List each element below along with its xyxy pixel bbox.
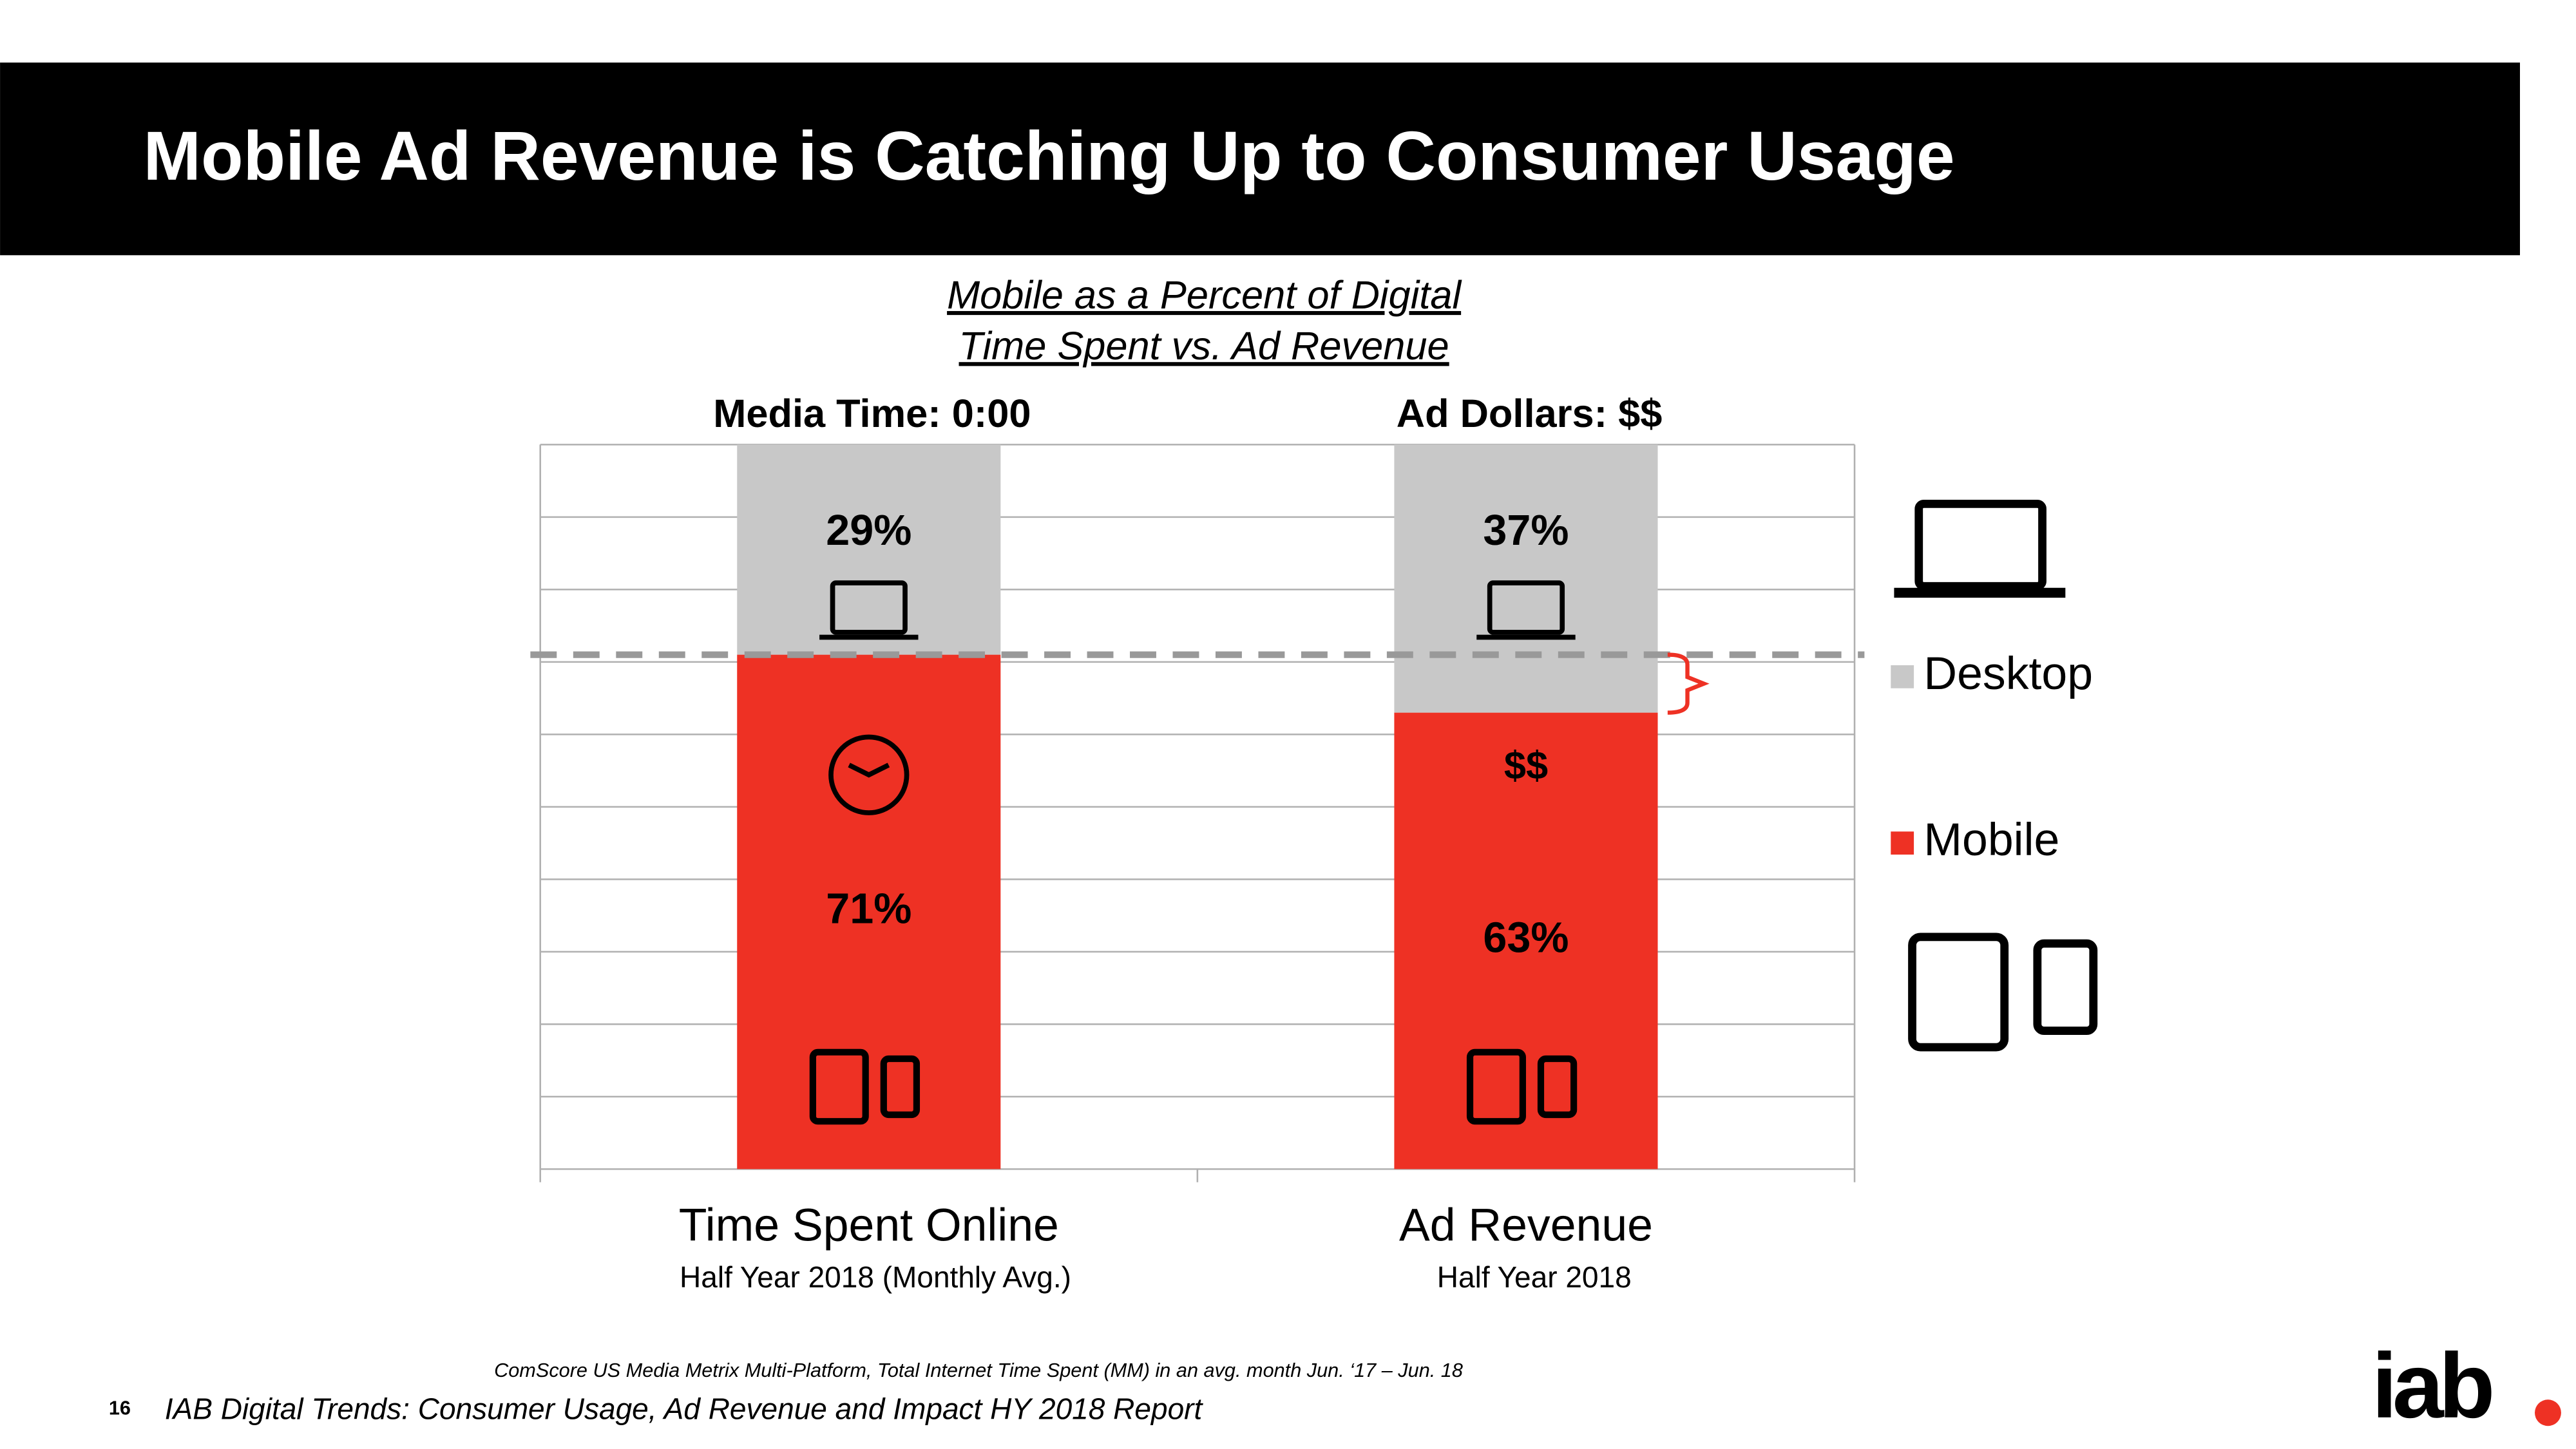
device-icon	[809, 1048, 921, 1125]
laptop-screen	[1487, 580, 1565, 635]
tablet	[809, 1048, 869, 1125]
tablet	[1466, 1048, 1526, 1125]
legend-label: Mobile	[1923, 814, 2059, 866]
bar-segment	[737, 444, 1001, 655]
legend-label: Desktop	[1923, 648, 2093, 699]
value-label: 71%	[826, 886, 911, 933]
laptop-screen	[830, 580, 908, 635]
x-tick-sublabel: Half Year 2018	[1437, 1260, 1632, 1294]
legend-icons	[1894, 499, 2098, 1052]
laptop-icon	[819, 580, 919, 640]
x-tick-sublabel: Half Year 2018 (Monthly Avg.)	[680, 1260, 1071, 1294]
value-label: 29%	[826, 507, 911, 554]
laptop-icon	[1476, 580, 1576, 640]
bar-segment	[1394, 444, 1658, 713]
clock-face	[828, 734, 910, 815]
slide-title: Mobile Ad Revenue is Catching Up to Cons…	[144, 117, 1955, 194]
column-header: Ad Dollars: $$	[1397, 392, 1663, 436]
x-tick-label: Ad Revenue	[1399, 1199, 1653, 1251]
page-number: 16	[109, 1397, 131, 1419]
legend-swatch	[1891, 665, 1914, 688]
clock-hands	[848, 762, 890, 778]
device-icon	[1466, 1048, 1578, 1125]
clock-icon	[828, 734, 910, 815]
chart-subtitle: Time Spent vs. Ad Revenue	[959, 324, 1449, 368]
gap-bracket	[1667, 652, 1710, 715]
report-name: IAB Digital Trends: Consumer Usage, Ad R…	[165, 1392, 1204, 1425]
value-label: 37%	[1483, 507, 1569, 554]
legend-swatch	[1891, 831, 1914, 855]
logo-dot	[2535, 1399, 2561, 1426]
chart-subtitle: Mobile as a Percent of Digital	[947, 273, 1462, 317]
logo: iab	[2372, 1334, 2492, 1437]
source-note: ComScore US Media Metrix Multi-Platform,…	[494, 1359, 1463, 1381]
phone	[1537, 1055, 1578, 1119]
phone	[880, 1055, 921, 1119]
value-label: 63%	[1483, 914, 1569, 962]
bar-annotation: $$	[1504, 744, 1548, 788]
title-bar	[0, 62, 2521, 256]
x-tick-label: Time Spent Online	[679, 1199, 1059, 1251]
column-header: Media Time: 0:00	[713, 392, 1031, 436]
